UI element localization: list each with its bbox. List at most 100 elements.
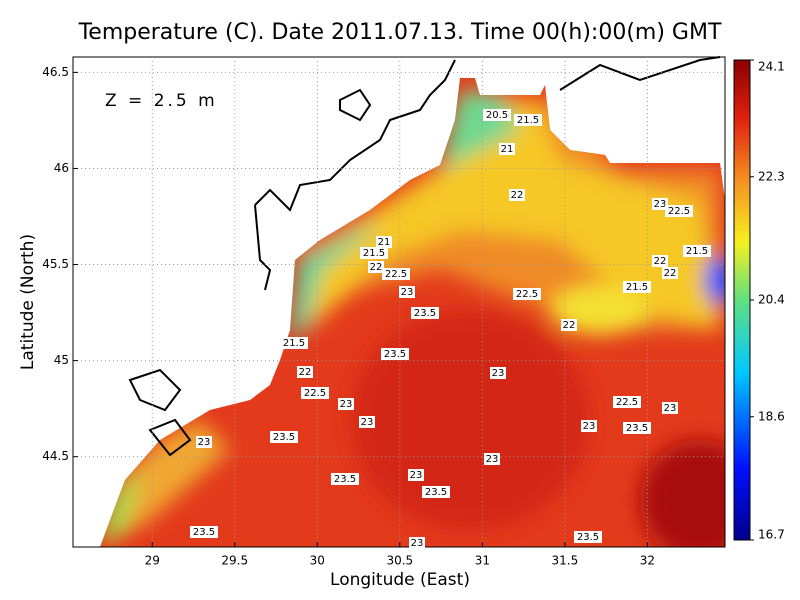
contour-label: 23 <box>581 420 597 432</box>
contour-label-box <box>623 422 651 434</box>
contour-label-box <box>623 281 651 293</box>
contour-label-box <box>652 255 668 267</box>
contour-label: 23.5 <box>190 526 218 538</box>
y-axis-label: Latitude (North) <box>18 234 38 370</box>
contour-label-text: 23 <box>340 399 353 410</box>
contour-label-box <box>514 114 542 126</box>
contour-label: 23 <box>662 402 678 414</box>
contour-label: 22.5 <box>301 387 329 399</box>
y-tick-label: 45.5 <box>42 257 69 271</box>
colorbar-tick-label: 18.6 <box>758 409 785 423</box>
contour-label: 22.5 <box>513 288 541 300</box>
contour-label: 22 <box>662 267 678 279</box>
title: Temperature (C). Date 2011.07.13. Time 0… <box>78 20 722 45</box>
contour-label: 23 <box>359 416 375 428</box>
contour-label-text: 23.5 <box>626 423 648 434</box>
contour-label-text: 23 <box>198 437 211 448</box>
contour-label: 23 <box>409 537 425 549</box>
contour-label-text: 22 <box>370 262 383 273</box>
contour-label-box <box>683 245 711 257</box>
contour-label-text: 21.5 <box>517 115 539 126</box>
contour-label-box <box>665 205 693 217</box>
contour-label-box <box>280 337 308 349</box>
contour-label: 22.5 <box>382 268 410 280</box>
depth-annotation: Z = 2.5 m <box>105 91 218 111</box>
contour-label-text: 22.5 <box>616 397 638 408</box>
y-tick-label: 46 <box>54 161 69 175</box>
x-tick-label: 29.5 <box>221 554 248 568</box>
contour-label-text: 23 <box>664 403 677 414</box>
coastline <box>128 56 721 457</box>
y-tick-label: 44.5 <box>42 449 69 463</box>
contour-label: 23.5 <box>422 486 450 498</box>
contour-label-text: 23.5 <box>273 432 295 443</box>
contour-label-text: 21.5 <box>686 246 708 257</box>
contour-label: 22.5 <box>613 396 641 408</box>
contour-label-text: 21.5 <box>283 338 305 349</box>
contour-label: 22 <box>297 366 313 378</box>
contour-label-text: 22 <box>563 320 576 331</box>
x-axis-label: Longitude (East) <box>330 570 470 590</box>
contour-label-box <box>483 109 511 121</box>
contour-label-box <box>376 236 392 248</box>
contour-label-box <box>662 402 678 414</box>
x-tick-label: 30.5 <box>386 554 413 568</box>
contour-label: 21.5 <box>514 114 542 126</box>
contour-label: 21.5 <box>683 245 711 257</box>
contour-label-text: 23.5 <box>414 308 436 319</box>
contour-label-box <box>613 396 641 408</box>
contour-label-box <box>484 453 500 465</box>
contour-label: 22 <box>509 189 525 201</box>
contour-label-text: 23.5 <box>425 487 447 498</box>
contour-label-box <box>422 486 450 498</box>
contour-label: 23.5 <box>270 431 298 443</box>
contour-label-text: 23 <box>361 417 374 428</box>
contour-label-box <box>382 268 410 280</box>
colorbar-tick-label: 24.1 <box>758 60 785 74</box>
x-tick-label: 32 <box>640 554 655 568</box>
contour-label-text: 21.5 <box>626 282 648 293</box>
contour-label: 23.5 <box>331 473 359 485</box>
contour-label-box <box>301 387 329 399</box>
contour-label: 21.5 <box>280 337 308 349</box>
contour-label-text: 22.5 <box>516 289 538 300</box>
contour-label-text: 21.5 <box>363 248 385 259</box>
colorbar <box>733 59 751 541</box>
contour-label-box <box>190 526 218 538</box>
contour-label-box <box>574 531 602 543</box>
contour-label-text: 23.5 <box>334 474 356 485</box>
contour-label-box <box>581 420 597 432</box>
contour-label: 23 <box>196 436 212 448</box>
contour-label-box <box>196 436 212 448</box>
contour-label-box <box>411 307 439 319</box>
contour-label: 23 <box>399 286 415 298</box>
contour-label-text: 22 <box>664 268 677 279</box>
contour-label: 23.5 <box>623 422 651 434</box>
y-tick-label: 45 <box>54 353 69 367</box>
contour-label-text: 23 <box>654 199 667 210</box>
contour-label-text: 23 <box>583 421 596 432</box>
contour-label: 22.5 <box>665 205 693 217</box>
contour-label-text: 23.5 <box>384 349 406 360</box>
contour-label-box <box>652 198 668 210</box>
contour-label: 23.5 <box>574 531 602 543</box>
contour-label-box <box>338 398 354 410</box>
colorbar-tick-label: 16.7 <box>758 528 785 542</box>
contour-label: 21 <box>376 236 392 248</box>
contour-label-box <box>297 366 313 378</box>
contour-label: 22 <box>561 319 577 331</box>
contour-label-text: 22.5 <box>304 388 326 399</box>
contour-label-box <box>561 319 577 331</box>
contour-label: 23.5 <box>381 348 409 360</box>
contour-label: 20.5 <box>483 109 511 121</box>
contour-label-text: 23 <box>401 287 414 298</box>
contour-label-text: 22 <box>299 367 312 378</box>
contour-label-box <box>662 267 678 279</box>
colorbar-tick-label: 20.4 <box>758 293 785 307</box>
contour-label-box <box>331 473 359 485</box>
contour-label-box <box>399 286 415 298</box>
contour-label-box <box>513 288 541 300</box>
contour-label-text: 21 <box>378 237 391 248</box>
contour-label-text: 23 <box>492 368 505 379</box>
